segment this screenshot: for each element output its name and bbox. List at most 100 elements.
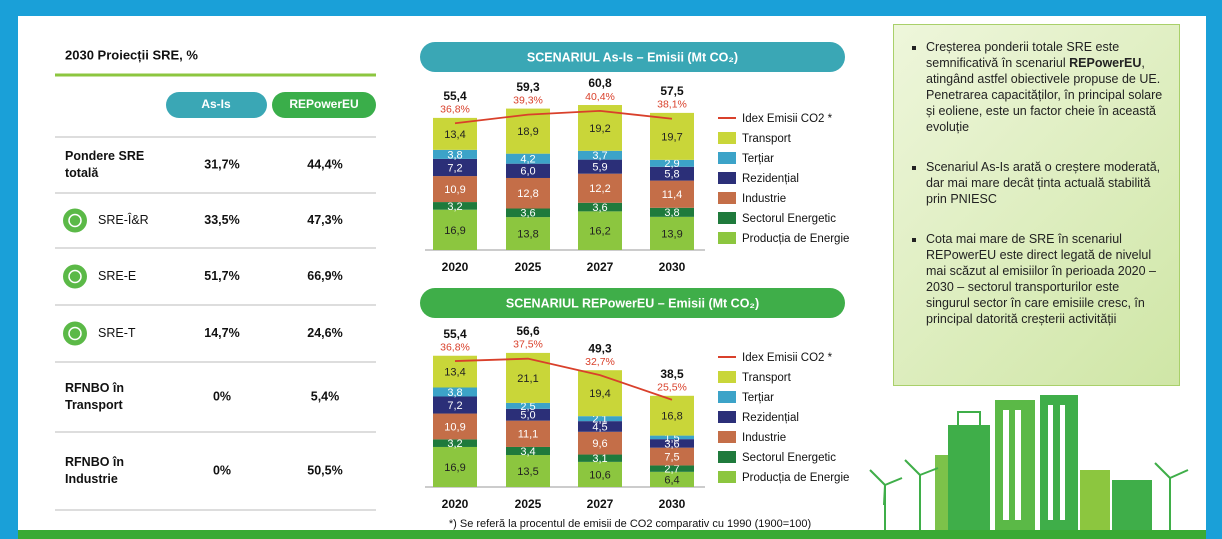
x-tick-label: 2020 (442, 260, 469, 274)
table-title: 2030 Proiecții SRE, % (65, 47, 198, 62)
legend-label: Sectorul Energetic (742, 213, 836, 225)
segment-label: 13,4 (444, 129, 465, 141)
segment-label: 13,4 (444, 367, 465, 379)
bar-segment (578, 202, 622, 212)
bar-segment (506, 420, 550, 447)
bar-segment (578, 431, 622, 455)
legend-label: Transport (742, 372, 792, 384)
bar-segment (506, 217, 550, 250)
x-tick-label: 2025 (515, 260, 542, 274)
segment-label: 11,1 (518, 429, 539, 441)
cell-value: 24,6% (307, 326, 342, 340)
bar-segment (650, 395, 694, 436)
segment-label: 6,0 (520, 166, 535, 178)
index-label: 39,3% (513, 94, 543, 106)
segment-label: 10,9 (444, 184, 465, 196)
bar-segment (578, 461, 622, 487)
bar-segment (578, 159, 622, 174)
segment-label: 3,8 (447, 149, 462, 161)
legend-swatch (718, 152, 736, 164)
bar-segment (506, 177, 550, 209)
segment-label: 16,8 (661, 411, 682, 423)
cell-value: 33,5% (204, 213, 239, 227)
cell-value: 0% (213, 463, 231, 477)
legend-label: Terțiar (742, 153, 774, 165)
row-label: SRE-T (98, 326, 136, 340)
x-tick-label: 2030 (659, 497, 686, 511)
segment-label: 3,6 (592, 202, 607, 214)
row-icon (63, 208, 87, 233)
chart-title-pill (420, 42, 845, 72)
segment-label: 13,9 (661, 228, 682, 240)
bar-segment (433, 413, 477, 440)
bar-segment (433, 446, 477, 487)
bar-segment (433, 387, 477, 397)
segment-label: 12,8 (517, 188, 538, 200)
legend-swatch (718, 391, 736, 403)
header-pill (166, 92, 267, 118)
segment-label: 19,7 (661, 131, 682, 143)
legend-label: Rezidențial (742, 173, 799, 185)
total-label: 38,5 (660, 367, 684, 381)
segment-label: 3,1 (592, 453, 607, 465)
total-label: 59,3 (516, 80, 540, 94)
note-text: , atingând astfel obiectivele propuse de… (926, 56, 1163, 134)
index-label: 36,8% (440, 104, 470, 116)
bar-segment (433, 202, 477, 210)
segment-label: 5,8 (664, 169, 679, 181)
segment-label: 19,2 (589, 123, 610, 135)
bar-segment (650, 159, 694, 167)
segment-label: 12,2 (589, 183, 610, 195)
cell-value: 50,5% (307, 463, 342, 477)
bar-segment (650, 216, 694, 250)
row-label: RFNBO în Industrie (65, 455, 124, 486)
legend-swatch (718, 411, 736, 423)
total-label: 55,4 (443, 89, 467, 103)
bar-segment (650, 112, 694, 160)
table-body: Pondere SRE totală 31,7% 44,4% SRE-Î&R 33,5% 4… (55, 136, 376, 511)
row-icon (63, 321, 87, 346)
segment-label: 7,5 (664, 451, 679, 463)
bar-segment (578, 150, 622, 160)
bar-segment (506, 153, 550, 164)
legend-swatch (718, 232, 736, 244)
segment-label: 3,6 (520, 208, 535, 220)
segment-label: 3,8 (447, 387, 462, 399)
total-label: 56,6 (516, 324, 540, 338)
bar-segment (506, 446, 550, 456)
charts: SCENARIUL As-Is – Emisii (Mt CO₂) 16,9 3,2… (420, 42, 849, 511)
note-text: Creșterea ponderii totale SRE este semni… (926, 40, 1120, 70)
row-icon (63, 264, 87, 289)
segment-label: 2,9 (664, 158, 679, 170)
note-text: Scenariul As-Is arată o creștere moderat… (926, 160, 1161, 206)
x-tick-label: 2025 (515, 497, 542, 511)
chart-title-pill (420, 288, 845, 318)
header-cell: As-Is (201, 97, 231, 111)
cell-value: 5,4% (311, 389, 340, 403)
row-label: SRE-E (98, 269, 136, 283)
chart-title: SCENARIUL REPowerEU – Emisii (Mt CO₂) (506, 296, 759, 310)
header-cell: REPowerEU (289, 97, 358, 111)
segment-label: 7,2 (447, 400, 462, 412)
footnote: *) Se referă la procentul de emisii de C… (449, 518, 811, 530)
bar-segment (578, 454, 622, 462)
index-label: 32,7% (585, 356, 615, 368)
cell-value: 47,3% (307, 213, 342, 227)
cell-value: 31,7% (204, 157, 239, 171)
note-text: Cota mai mare de SRE în scenariul REPowe… (926, 232, 1156, 326)
segment-label: 19,4 (589, 388, 610, 400)
segment-label: 16,9 (444, 462, 465, 474)
segment-label: 5,0 (520, 410, 535, 422)
segment-label: 5,9 (592, 162, 607, 174)
legend-label: Terțiar (742, 392, 774, 404)
footer-strip (18, 530, 1206, 539)
total-label: 60,8 (588, 76, 612, 90)
bar-segment (578, 421, 622, 432)
header-pill (272, 92, 376, 118)
index-label: 37,5% (513, 339, 543, 351)
note: Cota mai mare de SRE în scenariul REPowe… (926, 231, 1165, 327)
bar-segment (578, 370, 622, 417)
legend-swatch (718, 471, 736, 483)
